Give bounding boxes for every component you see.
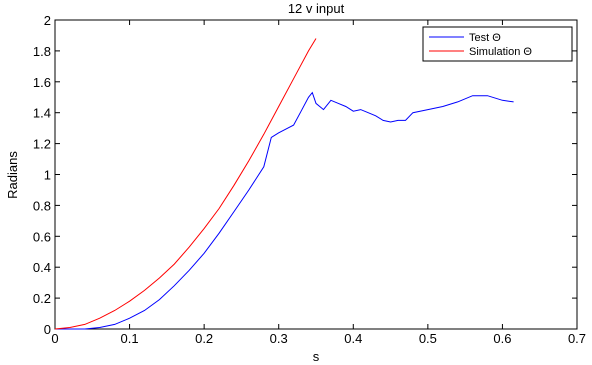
- y-tick-label: 0.2: [33, 291, 51, 306]
- y-tick-label: 0: [44, 322, 51, 337]
- x-tick-label: 0.2: [195, 331, 213, 346]
- y-tick-label: 1: [44, 168, 51, 183]
- x-tick-label: 0.5: [419, 331, 437, 346]
- series-line-simulation: [54, 38, 317, 330]
- legend-box: [422, 26, 573, 62]
- x-tick-label: 0: [51, 331, 58, 346]
- legend-label: Simulation Θ: [469, 46, 532, 58]
- x-tick-label: 0.1: [121, 331, 139, 346]
- y-tick-label: 1.4: [33, 106, 51, 121]
- legend: Test Θ Simulation Θ: [422, 26, 573, 62]
- plot-area: [54, 19, 578, 330]
- x-tick-label: 0.3: [270, 331, 288, 346]
- y-tick-label: 0.6: [33, 229, 51, 244]
- x-tick-label: 0.4: [344, 331, 362, 346]
- y-tick-label: 1.2: [33, 137, 51, 152]
- x-tick-label: 0.6: [493, 331, 511, 346]
- chart-title: 12 v input: [288, 1, 345, 16]
- plot-box: [54, 19, 578, 330]
- y-axis-label: Radians: [5, 151, 20, 199]
- y-tick-label: 1.6: [33, 75, 51, 90]
- series-line-test: [55, 91, 514, 330]
- legend-label: Test Θ: [469, 32, 501, 44]
- x-axis-label: s: [313, 349, 320, 364]
- y-tick-label: 2: [44, 13, 51, 28]
- y-tick-label: 1.8: [33, 44, 51, 59]
- y-tick-label: 0.4: [33, 260, 51, 275]
- y-tick-label: 0.8: [33, 198, 51, 213]
- x-tick-label: 0.7: [568, 331, 586, 346]
- x-axis: 0 0.1 0.2 0.3 0.4 0.5 0.6 0.7: [51, 20, 586, 346]
- y-axis: 0 0.2 0.4 0.6 0.8 1 1.2 1.4 1.6 1.8 2: [33, 13, 577, 337]
- series-layer: [54, 38, 514, 330]
